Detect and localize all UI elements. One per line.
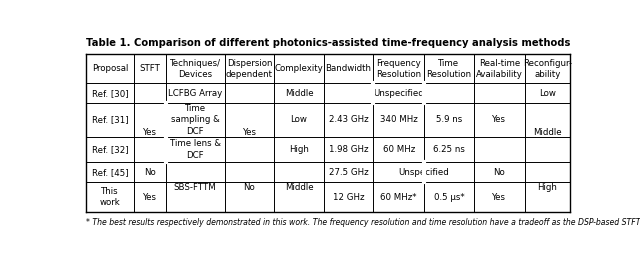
- Text: Complexity: Complexity: [275, 64, 323, 73]
- Text: 1.98 GHz: 1.98 GHz: [329, 145, 368, 154]
- Text: Frequency
Resolution: Frequency Resolution: [376, 59, 421, 79]
- Text: Time lens &
DCF: Time lens & DCF: [170, 139, 221, 160]
- Text: Dispersion
dependent: Dispersion dependent: [226, 59, 273, 79]
- Text: No: No: [144, 168, 156, 177]
- Text: Time
Resolution: Time Resolution: [426, 59, 472, 79]
- Text: Ref. [45]: Ref. [45]: [92, 168, 129, 177]
- Text: Unspecified: Unspecified: [373, 89, 424, 98]
- Text: Low: Low: [539, 89, 556, 98]
- Text: Real-time
Availability: Real-time Availability: [476, 59, 523, 79]
- Text: Unspecified: Unspecified: [398, 168, 449, 177]
- Text: Proposal: Proposal: [92, 64, 129, 73]
- Text: Yes: Yes: [243, 128, 257, 137]
- Text: Middle: Middle: [285, 89, 313, 98]
- Text: Bandwidth: Bandwidth: [325, 64, 371, 73]
- Text: No: No: [244, 183, 255, 192]
- Text: 6.25 ns: 6.25 ns: [433, 145, 465, 154]
- Text: Ref. [30]: Ref. [30]: [92, 89, 129, 98]
- Text: High: High: [289, 145, 309, 154]
- Text: Time
sampling &
DCF: Time sampling & DCF: [171, 104, 220, 135]
- Text: Low: Low: [291, 115, 307, 125]
- Text: Yes: Yes: [492, 193, 506, 202]
- Text: 60 MHz*: 60 MHz*: [381, 193, 417, 202]
- Text: * The best results respectively demonstrated in this work. The frequency resolut: * The best results respectively demonstr…: [86, 218, 640, 227]
- Text: This
work: This work: [100, 187, 120, 207]
- Text: 340 MHz: 340 MHz: [380, 115, 418, 125]
- Text: 60 MHz: 60 MHz: [383, 145, 415, 154]
- Text: High: High: [538, 183, 557, 192]
- Text: Ref. [31]: Ref. [31]: [92, 115, 129, 125]
- Text: No: No: [493, 168, 505, 177]
- Text: 5.9 ns: 5.9 ns: [436, 115, 462, 125]
- Text: Techniques/
Devices: Techniques/ Devices: [170, 59, 221, 79]
- Text: Ref. [32]: Ref. [32]: [92, 145, 129, 154]
- Text: 2.43 GHz: 2.43 GHz: [328, 115, 368, 125]
- Text: Yes: Yes: [143, 193, 157, 202]
- Text: LCFBG Array: LCFBG Array: [168, 89, 222, 98]
- Text: Reconfigur-
ability: Reconfigur- ability: [523, 59, 572, 79]
- Text: SBS-FTTM: SBS-FTTM: [174, 183, 216, 192]
- Text: Table 1. Comparison of different photonics-assisted time-frequency analysis meth: Table 1. Comparison of different photoni…: [86, 38, 570, 48]
- Text: 27.5 GHz: 27.5 GHz: [328, 168, 368, 177]
- Text: Middle: Middle: [533, 128, 562, 137]
- Text: 12 GHz: 12 GHz: [333, 193, 364, 202]
- Text: Middle: Middle: [285, 183, 313, 192]
- Text: Yes: Yes: [492, 115, 506, 125]
- Text: 0.5 μs*: 0.5 μs*: [434, 193, 465, 202]
- Text: STFT: STFT: [140, 64, 161, 73]
- Text: Yes: Yes: [143, 128, 157, 137]
